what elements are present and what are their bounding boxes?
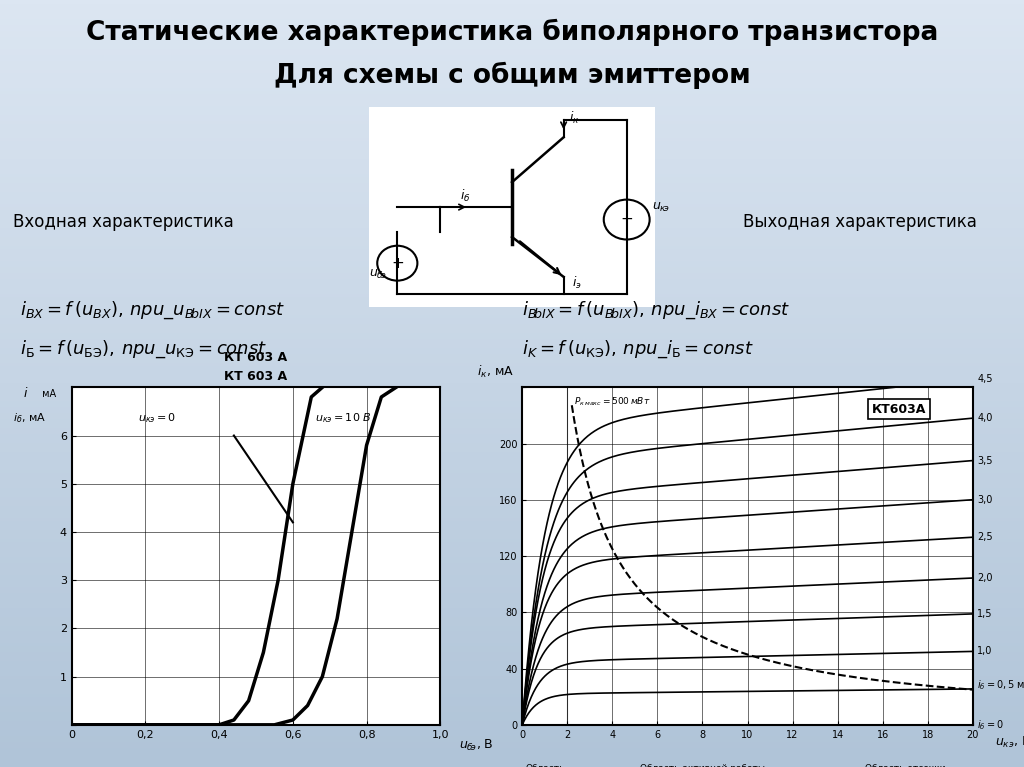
- Text: $i_{\text{Б}} = f\,(u_{\text{БЭ}}),\,npu\_u_{\text{КЭ}} = const$: $i_{\text{Б}} = f\,(u_{\text{БЭ}}),\,npu…: [20, 338, 268, 360]
- FancyBboxPatch shape: [369, 107, 655, 307]
- Text: 1,0: 1,0: [977, 647, 992, 657]
- Text: $i_{BX} = f\,(u_{BX}),\,npu\_u_{B\!bIX} = const$: $i_{BX} = f\,(u_{BX}),\,npu\_u_{B\!bIX} …: [20, 300, 286, 321]
- Text: $i_к$: $i_к$: [569, 110, 580, 127]
- Text: +: +: [621, 212, 633, 227]
- Text: 2,0: 2,0: [977, 573, 993, 583]
- Text: $u_{кэ} = 10$ В: $u_{кэ} = 10$ В: [315, 411, 372, 425]
- Text: Область активной работы: Область активной работы: [640, 764, 765, 767]
- Text: $i_б = 0,5$ мА: $i_б = 0,5$ мА: [977, 678, 1024, 692]
- Text: $u_{кэ}$, В: $u_{кэ}$, В: [995, 735, 1024, 750]
- Text: $u_{к\!э}$: $u_{к\!э}$: [652, 200, 671, 214]
- Text: 3,5: 3,5: [977, 456, 993, 466]
- Text: i: i: [24, 387, 28, 400]
- Text: 4,5: 4,5: [977, 374, 993, 384]
- Text: КТ 603 А: КТ 603 А: [224, 351, 288, 364]
- Text: $u_{кэ} = 0$: $u_{кэ} = 0$: [138, 411, 176, 425]
- Text: Область
насыщения: Область насыщения: [517, 764, 572, 767]
- Text: $i_б$: $i_б$: [461, 188, 471, 204]
- Text: $u_{б\!э}$, В: $u_{б\!э}$, В: [459, 738, 494, 753]
- Text: $i_к$, мА: $i_к$, мА: [477, 364, 514, 380]
- Text: Выходная характеристика: Выходная характеристика: [743, 213, 977, 232]
- Text: КТ 603 А: КТ 603 А: [224, 370, 288, 383]
- Text: 2,5: 2,5: [977, 532, 993, 542]
- Text: КТ603А: КТ603А: [871, 403, 926, 416]
- Text: $u_{б\!э}$: $u_{б\!э}$: [369, 268, 387, 281]
- Text: $i_б$, мА: $i_б$, мА: [12, 411, 46, 425]
- Text: Входная характеристика: Входная характеристика: [12, 213, 233, 232]
- Text: $i_{B\!bIX} = f\,(u_{B\!bIX}),\,npu\_i_{BX} = const$: $i_{B\!bIX} = f\,(u_{B\!bIX}),\,npu\_i_{…: [522, 300, 791, 321]
- Text: $i_э$: $i_э$: [572, 275, 582, 291]
- Text: Для схемы с общим эмиттером: Для схемы с общим эмиттером: [273, 61, 751, 88]
- Text: 3,0: 3,0: [977, 495, 992, 505]
- Text: 1,5: 1,5: [977, 609, 993, 619]
- Text: +: +: [391, 255, 403, 271]
- Text: мА: мА: [39, 389, 55, 399]
- Text: Область отсечки: Область отсечки: [865, 764, 945, 767]
- Text: 4,0: 4,0: [977, 413, 992, 423]
- Text: $P_{к\,макс}{=}500\,мВт$: $P_{к\,макс}{=}500\,мВт$: [574, 395, 650, 408]
- Text: Статические характеристика биполярного транзистора: Статические характеристика биполярного т…: [86, 19, 938, 46]
- Text: $i_{K} = f\,(u_{\text{КЭ}}),\,npu\_i_{\text{Б}} = const$: $i_{K} = f\,(u_{\text{КЭ}}),\,npu\_i_{\t…: [522, 338, 754, 360]
- Text: $i_б = 0$: $i_б = 0$: [977, 718, 1004, 732]
